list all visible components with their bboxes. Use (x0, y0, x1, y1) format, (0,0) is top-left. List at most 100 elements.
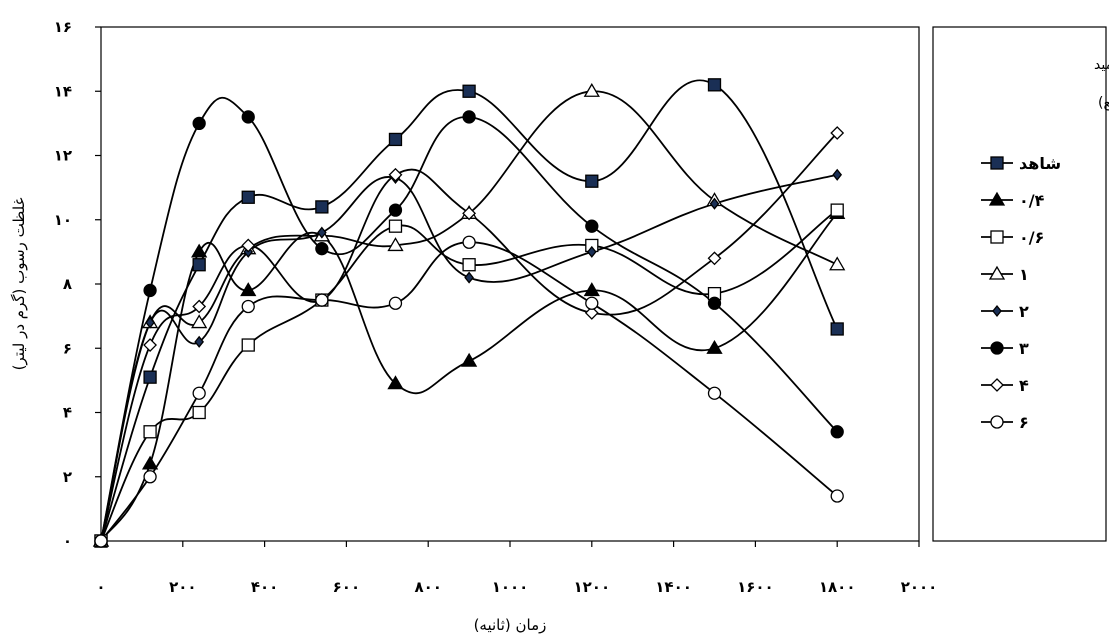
data-point (194, 335, 204, 348)
y-tick-label: ۸ (63, 275, 72, 293)
data-point (192, 386, 206, 400)
data-point (830, 322, 844, 336)
legend-marker (988, 265, 1006, 280)
data-point (388, 219, 403, 233)
data-point (462, 84, 476, 98)
data-point (830, 203, 844, 217)
legend-label: ۲ (1019, 302, 1029, 321)
legend-label: ۳ (1019, 339, 1029, 358)
x-tick-label: ۱۰۰۰ (492, 578, 529, 596)
data-point (707, 296, 722, 310)
data-point (462, 235, 476, 249)
legend-title-line-1: پلی آکریل آمید (1094, 56, 1109, 73)
legend-label: ۴ (1019, 376, 1029, 395)
x-tick-label: ۶۰۰ (333, 578, 360, 596)
data-point (388, 132, 403, 147)
series-line (100, 132, 838, 542)
x-tick-label: ۱۶۰۰ (737, 578, 774, 596)
data-point (583, 282, 600, 297)
legend-title-line-2: (گرم در مترمربع) (1098, 94, 1109, 111)
legend-marker (988, 191, 1006, 206)
y-axis-ticks: ۰ ۲ ۴ ۶ ۸ ۱۰ ۱۲ ۱۴ ۱۶ (54, 18, 101, 550)
legend-label: ۰/۶ (1019, 228, 1044, 247)
x-tick-label: ۴۰۰ (251, 578, 278, 596)
legend-box (932, 26, 1107, 542)
data-point (141, 455, 159, 470)
data-point (241, 299, 255, 314)
series-line (100, 173, 838, 542)
legend-marker (990, 415, 1004, 429)
data-point (94, 534, 108, 548)
data-point (707, 386, 722, 400)
data-point (388, 296, 403, 310)
data-point (192, 405, 206, 420)
x-axis-title: زمان (ثانیه) (474, 616, 547, 634)
data-point (707, 78, 722, 92)
data-point (585, 174, 599, 188)
data-point (460, 352, 478, 367)
series-line (100, 90, 838, 542)
y-axis-title: غلظت رسوب (گرم در لیتر) (10, 197, 28, 370)
legend-label: ۶ (1019, 413, 1029, 432)
data-point (145, 316, 155, 329)
data-point (387, 237, 404, 252)
data-point (241, 238, 256, 253)
data-point (143, 283, 157, 298)
x-tick-label: ۸۰۰ (414, 578, 441, 596)
data-point (707, 251, 722, 266)
data-point (192, 116, 206, 131)
data-point (830, 489, 844, 503)
data-point (192, 299, 207, 314)
legend-label: شاهد (1019, 154, 1061, 173)
data-point (462, 206, 477, 221)
data-point (832, 168, 843, 181)
series-line (100, 209, 838, 542)
data-point (143, 425, 157, 439)
y-tick-label: ۱۴ (54, 82, 72, 100)
x-tick-label: ۱۴۰۰ (655, 578, 692, 596)
x-tick-label: ۱۲۰۰ (573, 578, 610, 596)
data-point (191, 243, 208, 258)
y-tick-label: ۰ (63, 532, 72, 550)
series-markers (92, 78, 846, 548)
legend-label: ۰/۴ (1019, 191, 1045, 210)
data-point (462, 110, 476, 124)
legend-marker (992, 304, 1002, 318)
data-point (315, 242, 329, 256)
data-point (586, 245, 597, 258)
data-point (585, 296, 599, 310)
data-point (830, 425, 844, 439)
data-point (388, 203, 403, 217)
y-tick-label: ۱۲ (54, 147, 72, 165)
data-point (240, 282, 257, 297)
data-point (387, 375, 404, 390)
legend-items: شاهد ۰/۴ ۰/۶ ۱ ۲ ۳ ۴ ۶ (981, 154, 1061, 432)
y-tick-label: ۱۶ (54, 18, 72, 36)
data-point (462, 258, 476, 272)
x-tick-label: ۱۸۰۰ (819, 578, 856, 596)
x-axis-ticks: ۰ ۲۰۰ ۴۰۰ ۶۰۰ ۸۰۰ ۱۰۰۰ ۱۲۰۰ ۱۴۰۰ ۱۶۰۰ ۱۸۰۰ ۲۰۰۰ (96, 541, 937, 596)
x-tick-label: ۲۰۰ (169, 578, 196, 596)
data-point (192, 258, 206, 272)
data-point (241, 110, 255, 124)
legend-marker (990, 230, 1004, 244)
x-tick-label: ۲۰۰۰ (901, 578, 938, 596)
data-point (315, 293, 329, 307)
plot-area (100, 26, 920, 542)
data-point (709, 197, 720, 210)
data-point (585, 219, 599, 233)
y-tick-label: ۴ (63, 404, 72, 422)
data-point (241, 338, 255, 352)
data-point (830, 126, 845, 140)
data-point (464, 271, 474, 284)
legend-marker (990, 156, 1004, 170)
data-point (143, 370, 157, 384)
x-tick-label: ۰ (96, 578, 105, 596)
legend-marker (990, 378, 1004, 392)
data-point (706, 339, 723, 354)
data-point (241, 190, 255, 204)
legend-label: ۱ (1019, 265, 1029, 284)
data-point (317, 226, 327, 239)
data-point (829, 256, 846, 271)
